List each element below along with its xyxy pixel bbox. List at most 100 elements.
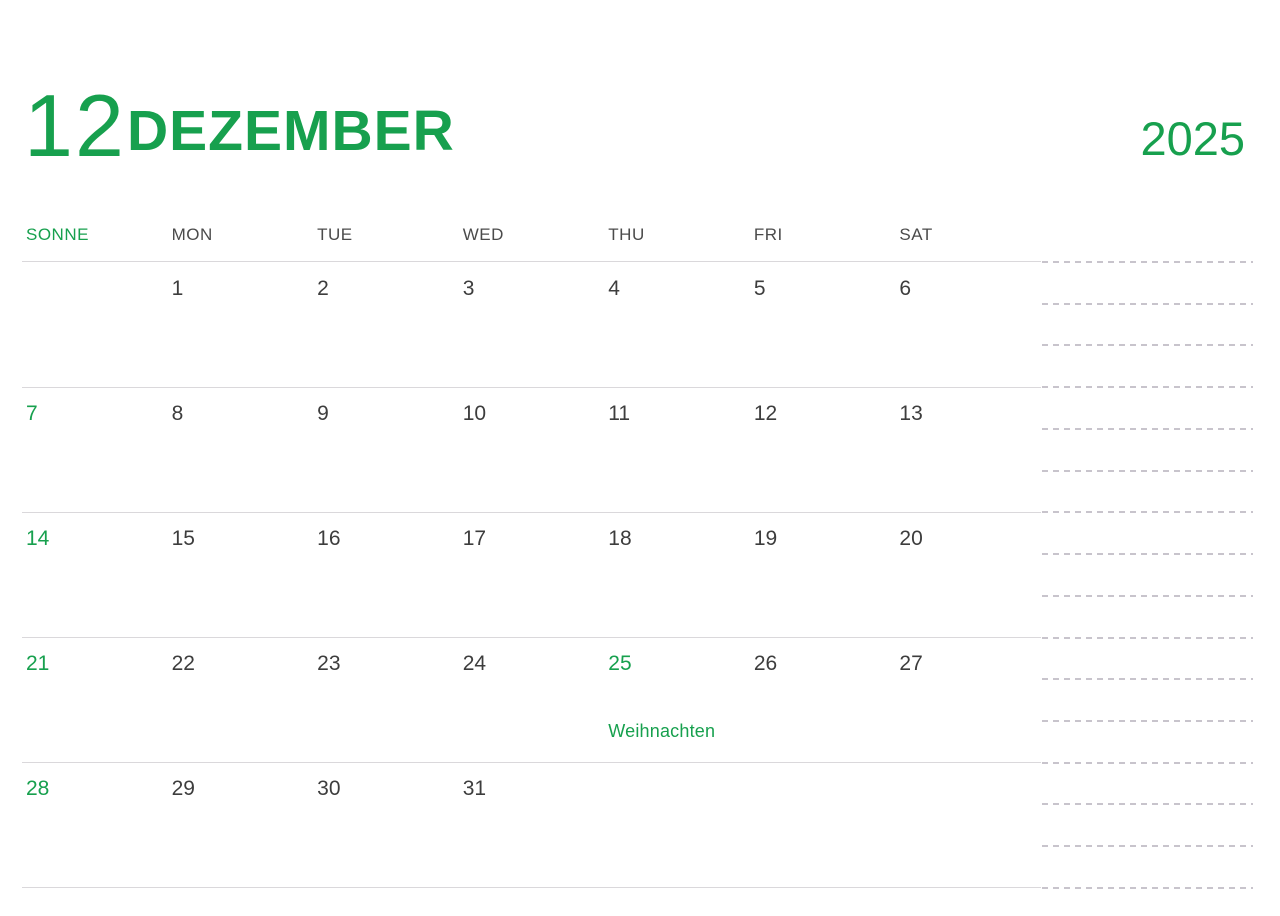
day-cell-8: 8 (168, 388, 314, 512)
weekday-label-sonne: SONNE (26, 225, 89, 244)
note-line (1042, 386, 1253, 389)
day-number: 28 (26, 777, 50, 800)
day-cell-14: 14 (22, 513, 168, 637)
day-number: 4 (608, 277, 620, 300)
week-row: 7 8 9 10 11 12 13 (22, 388, 1041, 513)
day-number: 29 (171, 777, 195, 800)
day-cell-6: 6 (895, 263, 1041, 387)
day-cell-23: 23 (313, 638, 459, 762)
day-cell-empty (895, 763, 1041, 887)
day-cell-5: 5 (750, 263, 896, 387)
day-cell-13: 13 (895, 388, 1041, 512)
day-cell-28: 28 (22, 763, 168, 887)
weekday-label-wed: WED (462, 225, 504, 244)
day-number: 21 (26, 652, 50, 675)
day-cell-31: 31 (459, 763, 605, 887)
day-cell-26: 26 (750, 638, 896, 762)
note-line (1042, 427, 1253, 430)
note-line (1042, 678, 1253, 681)
day-cell-30: 30 (313, 763, 459, 887)
day-number: 14 (26, 527, 50, 550)
day-number: 19 (753, 527, 778, 550)
day-cell-22: 22 (168, 638, 314, 762)
day-number: 31 (462, 777, 487, 800)
day-cell-11: 11 (604, 388, 750, 512)
notes-lines (1042, 261, 1253, 891)
year-label: 2025 (1140, 112, 1245, 165)
day-cell-17: 17 (459, 513, 605, 637)
day-number: 25 (608, 652, 632, 675)
weekday-label-tue: TUE (317, 225, 353, 244)
day-cell-21: 21 (22, 638, 168, 762)
weekday-label-thu: THU (608, 225, 645, 244)
month-name: DEZEMBER (127, 99, 455, 163)
day-cell-1: 1 (168, 263, 314, 387)
day-number: 15 (171, 527, 195, 550)
day-cell-empty (22, 263, 168, 387)
day-number: 5 (753, 277, 766, 300)
day-cell-24: 24 (459, 638, 605, 762)
day-number: 16 (317, 527, 341, 550)
day-cell-3: 3 (459, 263, 605, 387)
day-cell-19: 19 (750, 513, 896, 637)
day-number: 22 (171, 652, 195, 675)
day-number: 30 (317, 777, 341, 800)
weekday-label-mon: MON (171, 225, 213, 244)
note-line (1042, 886, 1253, 889)
day-cell-empty (604, 763, 750, 887)
day-cell-18: 18 (604, 513, 750, 637)
day-cell-12: 12 (750, 388, 896, 512)
day-number: 1 (171, 277, 184, 300)
day-cell-16: 16 (313, 513, 459, 637)
note-line (1042, 261, 1253, 263)
day-cell-27: 27 (895, 638, 1041, 762)
week-row: 14 15 16 17 18 19 20 (22, 513, 1041, 638)
week-row: 1 2 3 4 5 6 (22, 263, 1041, 388)
day-cell-20: 20 (895, 513, 1041, 637)
holiday-label: Weihnachten (608, 721, 716, 741)
day-number: 10 (462, 402, 487, 425)
day-cell-10: 10 (459, 388, 605, 512)
day-number: 23 (317, 652, 341, 675)
day-cell-29: 29 (168, 763, 314, 887)
note-line (1042, 511, 1253, 514)
weekday-label-fri: FRI (753, 225, 783, 244)
day-number: 17 (462, 527, 487, 550)
note-line (1042, 344, 1253, 347)
calendar-grid: 1 2 3 4 5 6 7 8 9 10 11 12 13 14 15 16 17 18 19 20 21 22 23 24 2… (22, 263, 1041, 888)
weekday-header-row: SONNE MON TUE WED THU FRI SAT (22, 210, 1041, 262)
week-row: 28 29 30 31 (22, 763, 1041, 888)
note-line (1042, 469, 1253, 472)
day-number: 3 (462, 277, 475, 300)
day-number: 12 (753, 402, 778, 425)
note-line (1042, 594, 1253, 597)
day-number: 6 (899, 277, 912, 300)
day-cell-empty (750, 763, 896, 887)
day-number: 20 (899, 527, 923, 550)
note-line (1042, 720, 1253, 723)
day-number: 8 (171, 402, 184, 425)
day-cell-25: 25 Weihnachten (604, 638, 750, 762)
note-line (1042, 302, 1253, 305)
day-number: 27 (899, 652, 923, 675)
day-cell-7: 7 (22, 388, 168, 512)
day-cell-15: 15 (168, 513, 314, 637)
note-line (1042, 636, 1253, 639)
day-number: 13 (899, 402, 923, 425)
note-line (1042, 761, 1253, 764)
note-line (1042, 803, 1253, 806)
day-number: 7 (26, 402, 38, 425)
day-number: 9 (317, 402, 329, 425)
day-number: 2 (317, 277, 329, 300)
day-cell-9: 9 (313, 388, 459, 512)
day-number: 24 (462, 652, 487, 675)
day-number: 11 (608, 402, 631, 425)
note-line (1042, 845, 1253, 848)
week-row: 21 22 23 24 25 Weihnachten 26 27 (22, 638, 1041, 763)
day-number: 18 (608, 527, 632, 550)
month-number: 12 (24, 76, 126, 175)
note-line (1042, 553, 1253, 556)
day-cell-2: 2 (313, 263, 459, 387)
day-number: 26 (753, 652, 778, 675)
weekday-label-sat: SAT (899, 225, 933, 244)
